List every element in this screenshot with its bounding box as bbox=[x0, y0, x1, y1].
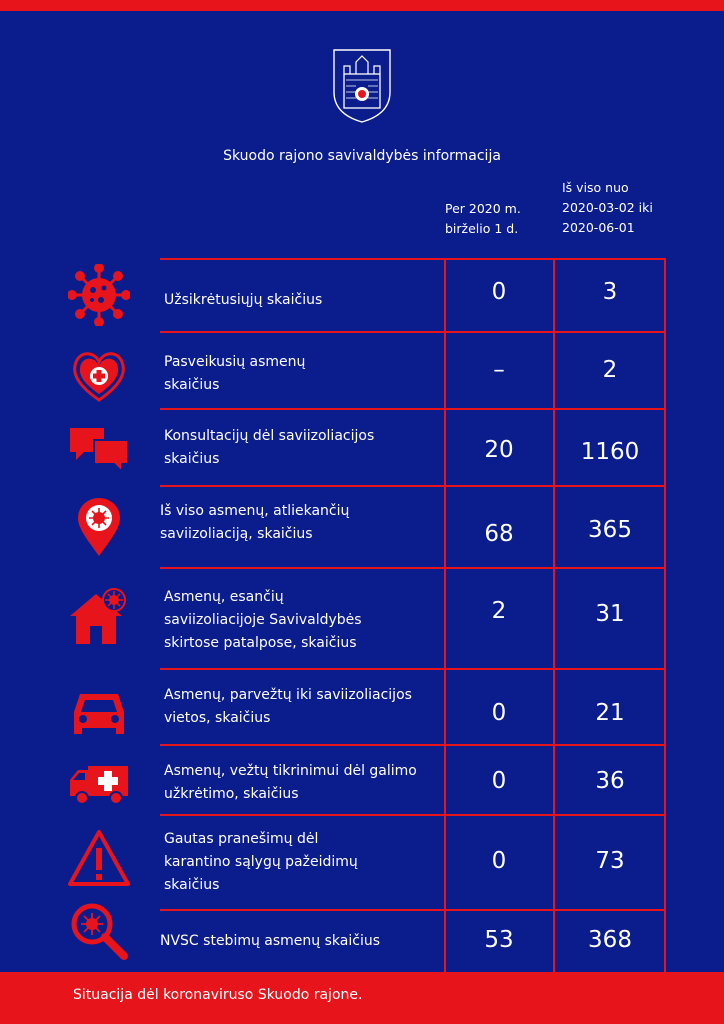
row-divider bbox=[160, 567, 666, 569]
row-divider bbox=[160, 814, 666, 816]
row-label-quarantine-violations: Gautas pranešimų dėl karantino sąlygų pa… bbox=[164, 828, 439, 897]
column-header-total: Iš viso nuo 2020-03-02 iki 2020-06-01 bbox=[562, 178, 653, 238]
heart-medical-icon bbox=[73, 352, 125, 402]
row-label-line: skaičius bbox=[164, 877, 220, 893]
column-header-line: 2020-03-02 iki bbox=[562, 200, 653, 215]
footer-text: Situacija dėl koronaviruso Skuodo rajone… bbox=[73, 987, 363, 1003]
house-virus-icon bbox=[70, 588, 126, 644]
row-label-line: Užsikrėtusiųjų skaičius bbox=[164, 292, 323, 308]
row-divider bbox=[160, 331, 666, 333]
value-transported-testing-total: 36 bbox=[595, 768, 625, 794]
warning-icon bbox=[68, 830, 130, 886]
row-label-recovered: Pasveikusių asmenų skaičius bbox=[164, 351, 439, 397]
value-infected-period: 0 bbox=[491, 279, 507, 305]
column-header-period: Per 2020 m. birželio 1 d. bbox=[445, 199, 521, 239]
footer-bar bbox=[0, 972, 724, 1024]
row-label-infected: Užsikrėtusiųjų skaičius bbox=[164, 289, 439, 312]
row-label-line: užkrėtimo, skaičius bbox=[164, 786, 299, 802]
value-nvsc-monitored-period: 53 bbox=[484, 927, 514, 953]
column-divider bbox=[444, 258, 446, 972]
value-municipal-premises-period: 2 bbox=[491, 598, 507, 624]
row-label-line: Asmenų, esančių bbox=[164, 589, 284, 605]
row-label-consultations: Konsultacijų dėl saviizoliacijos skaičiu… bbox=[164, 425, 439, 471]
value-consultations-total: 1160 bbox=[580, 439, 640, 465]
row-label-nvsc-monitored: NVSC stebimų asmenų skaičius bbox=[160, 930, 435, 953]
row-label-line: NVSC stebimų asmenų skaičius bbox=[160, 933, 380, 949]
location-virus-icon bbox=[78, 498, 120, 556]
row-label-line: Asmenų, parvežtų iki saviizoliacijos bbox=[164, 687, 412, 703]
row-divider bbox=[160, 909, 666, 911]
value-municipal-premises-total: 31 bbox=[595, 601, 625, 627]
row-label-line: Gautas pranešimų dėl bbox=[164, 831, 319, 847]
row-divider bbox=[160, 485, 666, 487]
column-divider bbox=[553, 258, 555, 972]
column-header-line: birželio 1 d. bbox=[445, 221, 519, 236]
value-transported-home-total: 21 bbox=[595, 700, 625, 726]
chat-bubbles-icon bbox=[70, 428, 129, 475]
column-header-line: Per 2020 m. bbox=[445, 201, 521, 216]
row-label-municipal-premises: Asmenų, esančių saviizoliacijoje Savival… bbox=[164, 586, 439, 655]
value-transported-testing-period: 0 bbox=[491, 768, 507, 794]
value-quarantine-violations-total: 73 bbox=[595, 848, 625, 874]
row-label-line: Pasveikusių asmenų bbox=[164, 354, 306, 370]
row-divider bbox=[160, 408, 666, 410]
row-label-line: saviizoliaciją, skaičius bbox=[160, 526, 313, 542]
top-accent-bar bbox=[0, 0, 724, 11]
value-recovered-total: 2 bbox=[602, 357, 618, 383]
row-label-line: skirtose patalpose, skaičius bbox=[164, 635, 357, 651]
column-divider bbox=[664, 258, 666, 972]
column-header-line: 2020-06-01 bbox=[562, 220, 635, 235]
row-label-self-isolating: Iš viso asmenų, atliekančių saviizoliaci… bbox=[160, 500, 435, 546]
row-label-line: skaičius bbox=[164, 451, 220, 467]
value-self-isolating-total: 365 bbox=[588, 517, 632, 543]
row-label-transported-home: Asmenų, parvežtų iki saviizoliacijos vie… bbox=[164, 684, 439, 730]
column-header-line: Iš viso nuo bbox=[562, 180, 629, 195]
row-label-line: vietos, skaičius bbox=[164, 710, 271, 726]
value-consultations-period: 20 bbox=[484, 437, 514, 463]
page-title: Skuodo rajono savivaldybės informacija bbox=[223, 148, 501, 164]
value-quarantine-violations-period: 0 bbox=[491, 848, 507, 874]
value-infected-total: 3 bbox=[602, 279, 618, 305]
value-recovered-period: – bbox=[493, 357, 505, 383]
row-label-line: Iš viso asmenų, atliekančių bbox=[160, 503, 350, 519]
row-label-line: Konsultacijų dėl saviizoliacijos bbox=[164, 428, 375, 444]
value-nvsc-monitored-total: 368 bbox=[588, 927, 632, 953]
row-label-line: Asmenų, vežtų tikrinimui dėl galimo bbox=[164, 763, 417, 779]
coat-of-arms-icon bbox=[333, 49, 391, 123]
car-icon bbox=[74, 694, 124, 734]
row-label-line: saviizoliacijoje Savivaldybės bbox=[164, 612, 362, 628]
value-self-isolating-period: 68 bbox=[484, 521, 514, 547]
magnifier-virus-icon bbox=[71, 903, 128, 960]
ambulance-icon bbox=[70, 766, 128, 805]
value-transported-home-period: 0 bbox=[491, 700, 507, 726]
row-label-line: skaičius bbox=[164, 377, 220, 393]
row-label-line: karantino sąlygų pažeidimų bbox=[164, 854, 358, 870]
row-divider bbox=[160, 258, 666, 260]
row-label-transported-testing: Asmenų, vežtų tikrinimui dėl galimo užkr… bbox=[164, 760, 439, 806]
row-divider bbox=[160, 744, 666, 746]
row-divider bbox=[160, 668, 666, 670]
virus-icon bbox=[68, 264, 130, 326]
stats-table-grid bbox=[160, 258, 666, 972]
